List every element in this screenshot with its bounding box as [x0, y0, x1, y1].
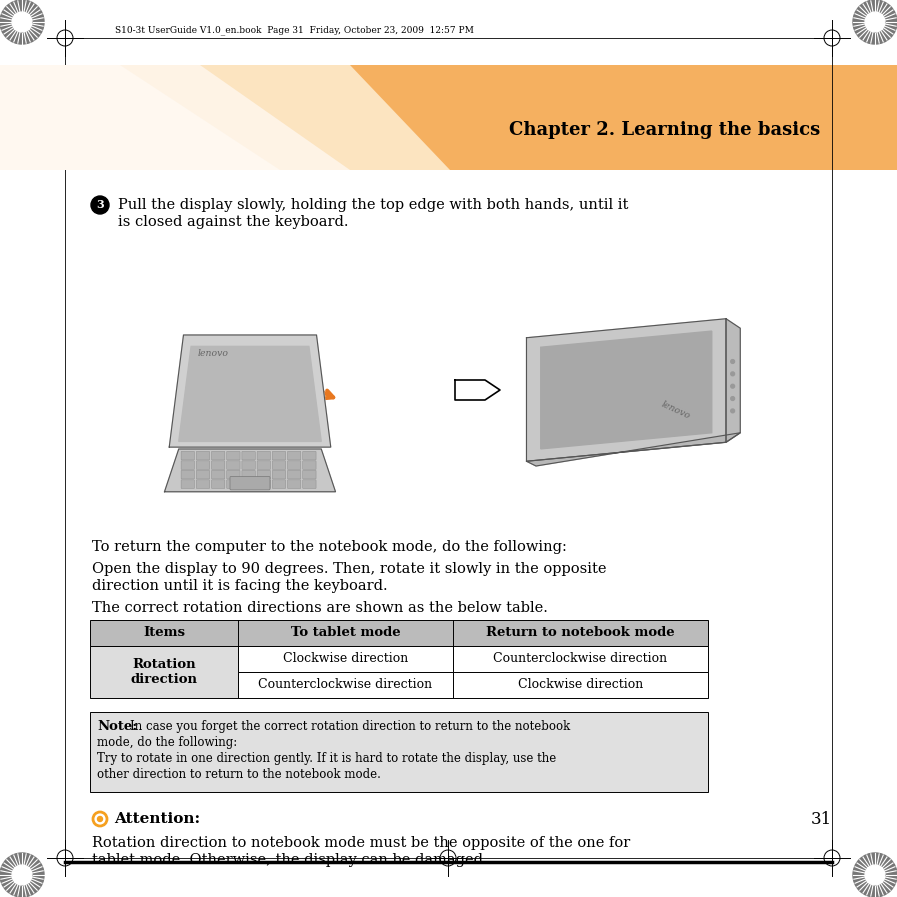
Text: Clockwise direction: Clockwise direction — [283, 652, 408, 666]
Polygon shape — [164, 449, 335, 492]
FancyBboxPatch shape — [242, 480, 256, 489]
Text: Chapter 2. Learning the basics: Chapter 2. Learning the basics — [509, 121, 820, 139]
Circle shape — [865, 12, 885, 32]
Bar — [90, 620, 708, 646]
Polygon shape — [455, 380, 500, 400]
Polygon shape — [350, 65, 897, 170]
Text: mode, do the following:: mode, do the following: — [97, 736, 237, 749]
FancyBboxPatch shape — [181, 480, 195, 489]
FancyBboxPatch shape — [196, 470, 210, 479]
FancyBboxPatch shape — [273, 470, 285, 479]
Text: 3: 3 — [96, 199, 104, 211]
FancyBboxPatch shape — [212, 461, 225, 469]
Circle shape — [0, 0, 44, 44]
Circle shape — [853, 0, 897, 44]
Text: S10-3t UserGuide V1.0_en.book  Page 31  Friday, October 23, 2009  12:57 PM: S10-3t UserGuide V1.0_en.book Page 31 Fr… — [115, 25, 474, 35]
FancyBboxPatch shape — [257, 480, 271, 489]
Text: Open the display to 90 degrees. Then, rotate it slowly in the opposite: Open the display to 90 degrees. Then, ro… — [92, 562, 606, 576]
Circle shape — [91, 196, 109, 214]
FancyBboxPatch shape — [288, 461, 300, 469]
Polygon shape — [726, 318, 740, 442]
Text: tablet mode. Otherwise, the display can be damaged.: tablet mode. Otherwise, the display can … — [92, 853, 488, 867]
Circle shape — [0, 853, 44, 897]
Text: Items: Items — [143, 626, 185, 640]
FancyBboxPatch shape — [181, 461, 195, 469]
FancyBboxPatch shape — [257, 451, 271, 460]
FancyBboxPatch shape — [302, 480, 316, 489]
Text: To tablet mode: To tablet mode — [291, 626, 400, 640]
Text: lenovo: lenovo — [659, 399, 692, 421]
Bar — [90, 712, 708, 792]
Bar — [453, 672, 708, 698]
FancyBboxPatch shape — [273, 480, 285, 489]
FancyBboxPatch shape — [196, 480, 210, 489]
FancyBboxPatch shape — [257, 461, 271, 469]
FancyBboxPatch shape — [288, 451, 300, 460]
FancyBboxPatch shape — [227, 470, 240, 479]
FancyBboxPatch shape — [227, 480, 240, 489]
Bar — [238, 646, 453, 672]
FancyBboxPatch shape — [242, 461, 256, 469]
Polygon shape — [0, 65, 280, 170]
FancyBboxPatch shape — [212, 480, 225, 489]
FancyBboxPatch shape — [196, 461, 210, 469]
Circle shape — [731, 409, 735, 413]
Text: Rotation direction to notebook mode must be the opposite of the one for: Rotation direction to notebook mode must… — [92, 836, 631, 850]
FancyBboxPatch shape — [273, 451, 285, 460]
Circle shape — [853, 853, 897, 897]
FancyBboxPatch shape — [242, 451, 256, 460]
Text: Return to notebook mode: Return to notebook mode — [486, 626, 675, 640]
Circle shape — [12, 12, 32, 32]
Text: other direction to return to the notebook mode.: other direction to return to the noteboo… — [97, 768, 381, 781]
Text: Note:: Note: — [97, 720, 137, 733]
FancyBboxPatch shape — [242, 470, 256, 479]
FancyBboxPatch shape — [302, 461, 316, 469]
Circle shape — [731, 372, 735, 376]
Text: Pull the display slowly, holding the top edge with both hands, until it: Pull the display slowly, holding the top… — [118, 198, 629, 212]
Circle shape — [731, 396, 735, 400]
Text: Counterclockwise direction: Counterclockwise direction — [258, 678, 432, 692]
FancyBboxPatch shape — [212, 451, 225, 460]
Text: Attention:: Attention: — [114, 812, 200, 826]
FancyBboxPatch shape — [288, 480, 300, 489]
Polygon shape — [527, 432, 740, 466]
Text: In case you forget the correct rotation direction to return to the notebook: In case you forget the correct rotation … — [130, 720, 570, 733]
FancyBboxPatch shape — [181, 451, 195, 460]
Text: 31: 31 — [811, 812, 832, 829]
Text: The correct rotation directions are shown as the below table.: The correct rotation directions are show… — [92, 601, 548, 615]
FancyBboxPatch shape — [227, 461, 240, 469]
FancyBboxPatch shape — [230, 476, 270, 490]
Polygon shape — [170, 335, 331, 447]
Circle shape — [98, 816, 102, 822]
Polygon shape — [0, 65, 350, 170]
Circle shape — [731, 360, 735, 363]
Polygon shape — [541, 331, 711, 448]
Bar — [238, 672, 453, 698]
Bar — [453, 646, 708, 672]
Circle shape — [865, 865, 885, 885]
Text: Counterclockwise direction: Counterclockwise direction — [493, 652, 667, 666]
Text: To return the computer to the notebook mode, do the following:: To return the computer to the notebook m… — [92, 540, 567, 554]
FancyBboxPatch shape — [212, 470, 225, 479]
Circle shape — [731, 384, 735, 388]
FancyBboxPatch shape — [181, 470, 195, 479]
Circle shape — [12, 865, 32, 885]
FancyBboxPatch shape — [196, 451, 210, 460]
FancyBboxPatch shape — [302, 470, 316, 479]
Polygon shape — [179, 346, 321, 441]
FancyBboxPatch shape — [257, 470, 271, 479]
Text: is closed against the keyboard.: is closed against the keyboard. — [118, 215, 349, 229]
Text: Try to rotate in one direction gently. If it is hard to rotate the display, use : Try to rotate in one direction gently. I… — [97, 752, 556, 765]
FancyBboxPatch shape — [302, 451, 316, 460]
FancyBboxPatch shape — [227, 451, 240, 460]
Bar — [0, 65, 897, 170]
Text: lenovo: lenovo — [197, 349, 229, 358]
FancyBboxPatch shape — [273, 461, 285, 469]
Bar — [90, 646, 238, 698]
Text: direction until it is facing the keyboard.: direction until it is facing the keyboar… — [92, 579, 388, 593]
Text: Clockwise direction: Clockwise direction — [518, 678, 643, 692]
Polygon shape — [527, 318, 726, 461]
FancyBboxPatch shape — [288, 470, 300, 479]
Text: Rotation
direction: Rotation direction — [130, 658, 197, 686]
